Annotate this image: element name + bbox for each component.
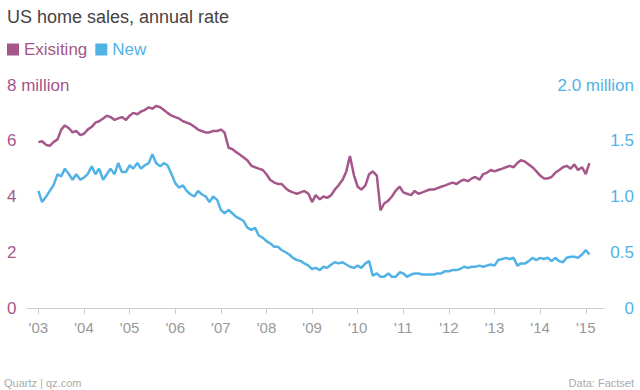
svg-text:US home sales, annual rate: US home sales, annual rate bbox=[7, 7, 229, 27]
svg-text:0.5: 0.5 bbox=[610, 243, 634, 262]
svg-text:6: 6 bbox=[7, 131, 16, 150]
svg-text:Data: Factset: Data: Factset bbox=[569, 377, 634, 389]
svg-text:'10: '10 bbox=[348, 319, 368, 336]
svg-text:'15: '15 bbox=[576, 319, 596, 336]
svg-text:New: New bbox=[112, 40, 147, 59]
svg-text:1.0: 1.0 bbox=[610, 187, 634, 206]
svg-text:'12: '12 bbox=[439, 319, 459, 336]
svg-text:'08: '08 bbox=[257, 319, 277, 336]
svg-text:'11: '11 bbox=[394, 319, 412, 336]
svg-text:2: 2 bbox=[7, 243, 16, 262]
svg-text:'14: '14 bbox=[530, 319, 550, 336]
svg-text:'06: '06 bbox=[165, 319, 185, 336]
svg-text:'07: '07 bbox=[211, 319, 231, 336]
svg-text:Quartz | qz.com: Quartz | qz.com bbox=[4, 377, 81, 389]
svg-text:0: 0 bbox=[7, 299, 16, 318]
svg-text:'03: '03 bbox=[29, 319, 49, 336]
svg-text:'04: '04 bbox=[74, 319, 94, 336]
svg-text:'05: '05 bbox=[120, 319, 140, 336]
svg-text:'13: '13 bbox=[485, 319, 505, 336]
svg-text:1.5: 1.5 bbox=[610, 131, 634, 150]
svg-text:8 million: 8 million bbox=[7, 76, 69, 95]
svg-text:0: 0 bbox=[625, 299, 634, 318]
svg-text:4: 4 bbox=[7, 187, 16, 206]
svg-text:2.0 million: 2.0 million bbox=[557, 76, 634, 95]
svg-text:Exisiting: Exisiting bbox=[24, 40, 87, 59]
svg-text:'09: '09 bbox=[302, 319, 322, 336]
